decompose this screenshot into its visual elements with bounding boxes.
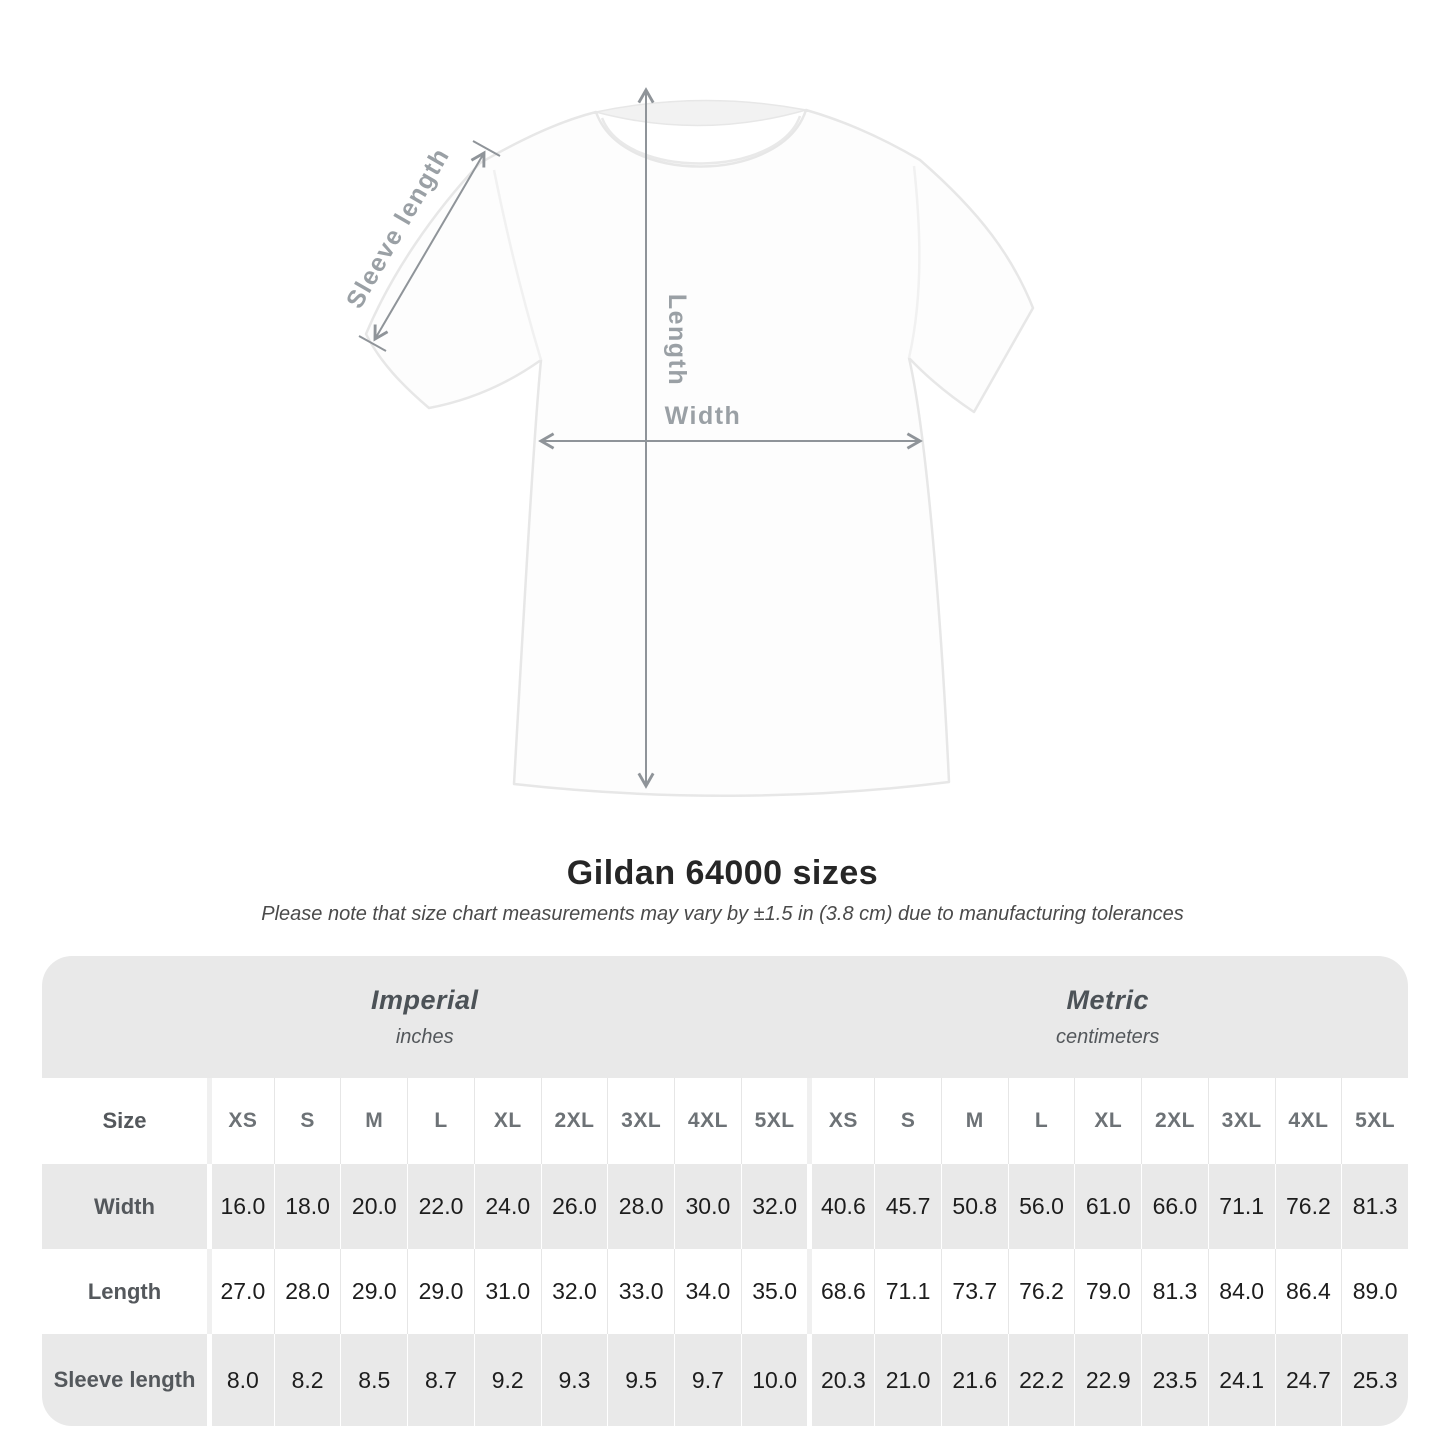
value-cell: 29.0 [340,1249,408,1334]
size-col-header: XS [807,1078,875,1164]
value-cell: 28.0 [607,1164,675,1249]
value-cell: 33.0 [607,1249,675,1334]
row-label-sleeve-length: Sleeve length [42,1334,207,1426]
value-cell: 26.0 [540,1164,608,1249]
value-cell: 32.0 [740,1164,808,1249]
size-col-header: L [407,1078,474,1164]
tshirt-image: Sleeve length Length Width [341,87,1035,798]
size-col-header: XL [473,1078,541,1164]
value-cell: 50.8 [940,1164,1008,1249]
value-cell: 9.7 [674,1334,741,1426]
value-cell: 25.3 [1341,1334,1408,1426]
metric-section-unit: centimeters [1056,1026,1160,1048]
size-col-header: M [940,1078,1008,1164]
value-cell: 21.6 [940,1334,1008,1426]
metric-section-title: Metric [1066,985,1149,1015]
value-cell: 66.0 [1141,1164,1208,1249]
value-cell: 20.0 [340,1164,408,1249]
value-cell: 28.0 [273,1249,341,1334]
size-col-header: 2XL [1141,1078,1208,1164]
value-cell: 31.0 [473,1249,541,1334]
value-cell: 34.0 [674,1249,741,1334]
value-cell: 86.4 [1274,1249,1342,1334]
value-cell: 71.1 [874,1249,941,1334]
tshirt-measurement-diagram: Sleeve length Length Width [341,87,1035,798]
size-col-header: 3XL [607,1078,675,1164]
value-cell: 9.2 [473,1334,541,1426]
size-col-header: 5XL [1341,1078,1408,1164]
value-cell: 71.1 [1207,1164,1275,1249]
metric-section-header: Metric centimeters [807,956,1408,1078]
value-cell: 84.0 [1207,1249,1275,1334]
value-cell: 79.0 [1074,1249,1142,1334]
value-cell: 21.0 [874,1334,941,1426]
size-corner-label: Size [42,1078,207,1164]
value-cell: 22.9 [1074,1334,1142,1426]
row-label-length: Length [42,1249,207,1334]
imperial-section-title: Imperial [370,985,479,1015]
value-cell: 10.0 [740,1334,808,1426]
value-cell: 9.5 [607,1334,675,1426]
size-table: Imperial inches Metric centimeters Size … [42,956,1408,1426]
value-cell: 81.3 [1141,1249,1208,1334]
size-col-header: M [340,1078,408,1164]
value-cell: 8.0 [207,1334,274,1426]
value-cell: 56.0 [1007,1164,1075,1249]
value-cell: 61.0 [1074,1164,1142,1249]
size-col-header: L [1007,1078,1075,1164]
length-label: Length [663,294,691,386]
size-col-header: 4XL [674,1078,741,1164]
value-cell: 8.2 [273,1334,341,1426]
size-col-header: 4XL [1274,1078,1342,1164]
value-cell: 73.7 [940,1249,1008,1334]
imperial-section-header: Imperial inches [42,956,808,1078]
value-cell: 24.0 [473,1164,541,1249]
value-cell: 22.0 [407,1164,474,1249]
value-cell: 45.7 [874,1164,941,1249]
value-cell: 29.0 [407,1249,474,1334]
value-cell: 27.0 [207,1249,274,1334]
value-cell: 9.3 [540,1334,608,1426]
value-cell: 89.0 [1341,1249,1408,1334]
page-title: Gildan 64000 sizes [566,854,879,892]
value-cell: 68.6 [807,1249,875,1334]
size-col-header: XS [207,1078,274,1164]
size-col-header: 5XL [740,1078,808,1164]
value-cell: 32.0 [540,1249,608,1334]
tolerance-note: Please note that size chart measurements… [261,903,1184,925]
imperial-section-unit: inches [395,1026,454,1048]
value-cell: 23.5 [1141,1334,1208,1426]
size-col-header: 3XL [1207,1078,1275,1164]
sleeve-length-arrow [358,140,501,352]
value-cell: 8.5 [340,1334,408,1426]
value-cell: 22.2 [1007,1334,1075,1426]
size-col-header: S [874,1078,941,1164]
value-cell: 40.6 [807,1164,875,1249]
value-cell: 18.0 [273,1164,341,1249]
value-cell: 8.7 [407,1334,474,1426]
value-cell: 24.1 [1207,1334,1275,1426]
value-cell: 81.3 [1341,1164,1408,1249]
heading-block: Gildan 64000 sizes Please note that size… [0,854,1445,926]
value-cell: 76.2 [1007,1249,1075,1334]
size-col-header: 2XL [540,1078,608,1164]
value-cell: 30.0 [674,1164,741,1249]
size-col-header: XL [1074,1078,1142,1164]
value-cell: 76.2 [1274,1164,1342,1249]
row-label-width: Width [42,1164,207,1249]
value-cell: 20.3 [807,1334,875,1426]
value-cell: 35.0 [740,1249,808,1334]
tshirt-shape [364,99,1035,798]
value-cell: 16.0 [207,1164,274,1249]
value-cell: 24.7 [1274,1334,1342,1426]
size-col-header: S [273,1078,341,1164]
width-label: Width [665,402,742,430]
